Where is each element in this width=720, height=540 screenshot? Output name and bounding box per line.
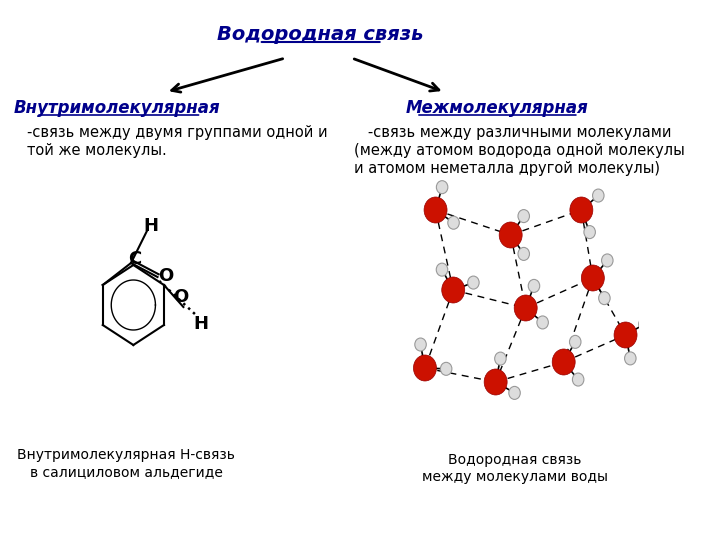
Text: между молекулами воды: между молекулами воды (422, 470, 608, 484)
Circle shape (598, 292, 610, 305)
Circle shape (415, 338, 426, 351)
Text: -связь между различными молекулами: -связь между различными молекулами (354, 125, 672, 139)
Text: Внутримолекулярная Н-связь: Внутримолекулярная Н-связь (17, 448, 235, 462)
Text: Внутримолекулярная: Внутримолекулярная (14, 99, 221, 117)
Circle shape (584, 226, 595, 239)
Circle shape (528, 279, 540, 292)
Circle shape (518, 210, 529, 222)
Text: O: O (173, 288, 189, 306)
Text: C: C (128, 250, 141, 268)
Circle shape (468, 276, 479, 289)
Text: (между атомом водорода одной молекулы: (между атомом водорода одной молекулы (354, 143, 685, 158)
Text: H: H (194, 315, 209, 333)
Circle shape (424, 197, 447, 223)
Circle shape (514, 295, 537, 321)
Circle shape (436, 263, 448, 276)
Text: той же молекулы.: той же молекулы. (27, 143, 167, 158)
Circle shape (581, 265, 604, 291)
Circle shape (436, 181, 448, 194)
Text: -связь между двумя группами одной и: -связь между двумя группами одной и (27, 125, 328, 139)
Text: Водородная связь: Водородная связь (449, 453, 582, 467)
Circle shape (570, 335, 581, 348)
Text: Межмолекулярная: Межмолекулярная (406, 99, 589, 117)
Circle shape (413, 355, 436, 381)
Circle shape (570, 197, 593, 223)
Circle shape (624, 352, 636, 365)
Text: Водородная связь: Водородная связь (217, 25, 424, 44)
Circle shape (441, 362, 452, 375)
Circle shape (518, 247, 529, 260)
Circle shape (593, 189, 604, 202)
Circle shape (442, 277, 464, 303)
Text: в салициловом альдегиде: в салициловом альдегиде (30, 465, 222, 479)
Circle shape (614, 322, 637, 348)
Text: O: O (158, 267, 173, 285)
Circle shape (484, 369, 507, 395)
Circle shape (602, 254, 613, 267)
Circle shape (552, 349, 575, 375)
Circle shape (572, 373, 584, 386)
Circle shape (537, 316, 549, 329)
Circle shape (499, 222, 522, 248)
Text: H: H (143, 217, 158, 235)
Circle shape (639, 318, 650, 330)
Text: и атомом неметалла другой молекулы): и атомом неметалла другой молекулы) (354, 160, 660, 176)
Circle shape (509, 387, 521, 400)
Circle shape (495, 352, 506, 365)
Circle shape (448, 216, 459, 229)
